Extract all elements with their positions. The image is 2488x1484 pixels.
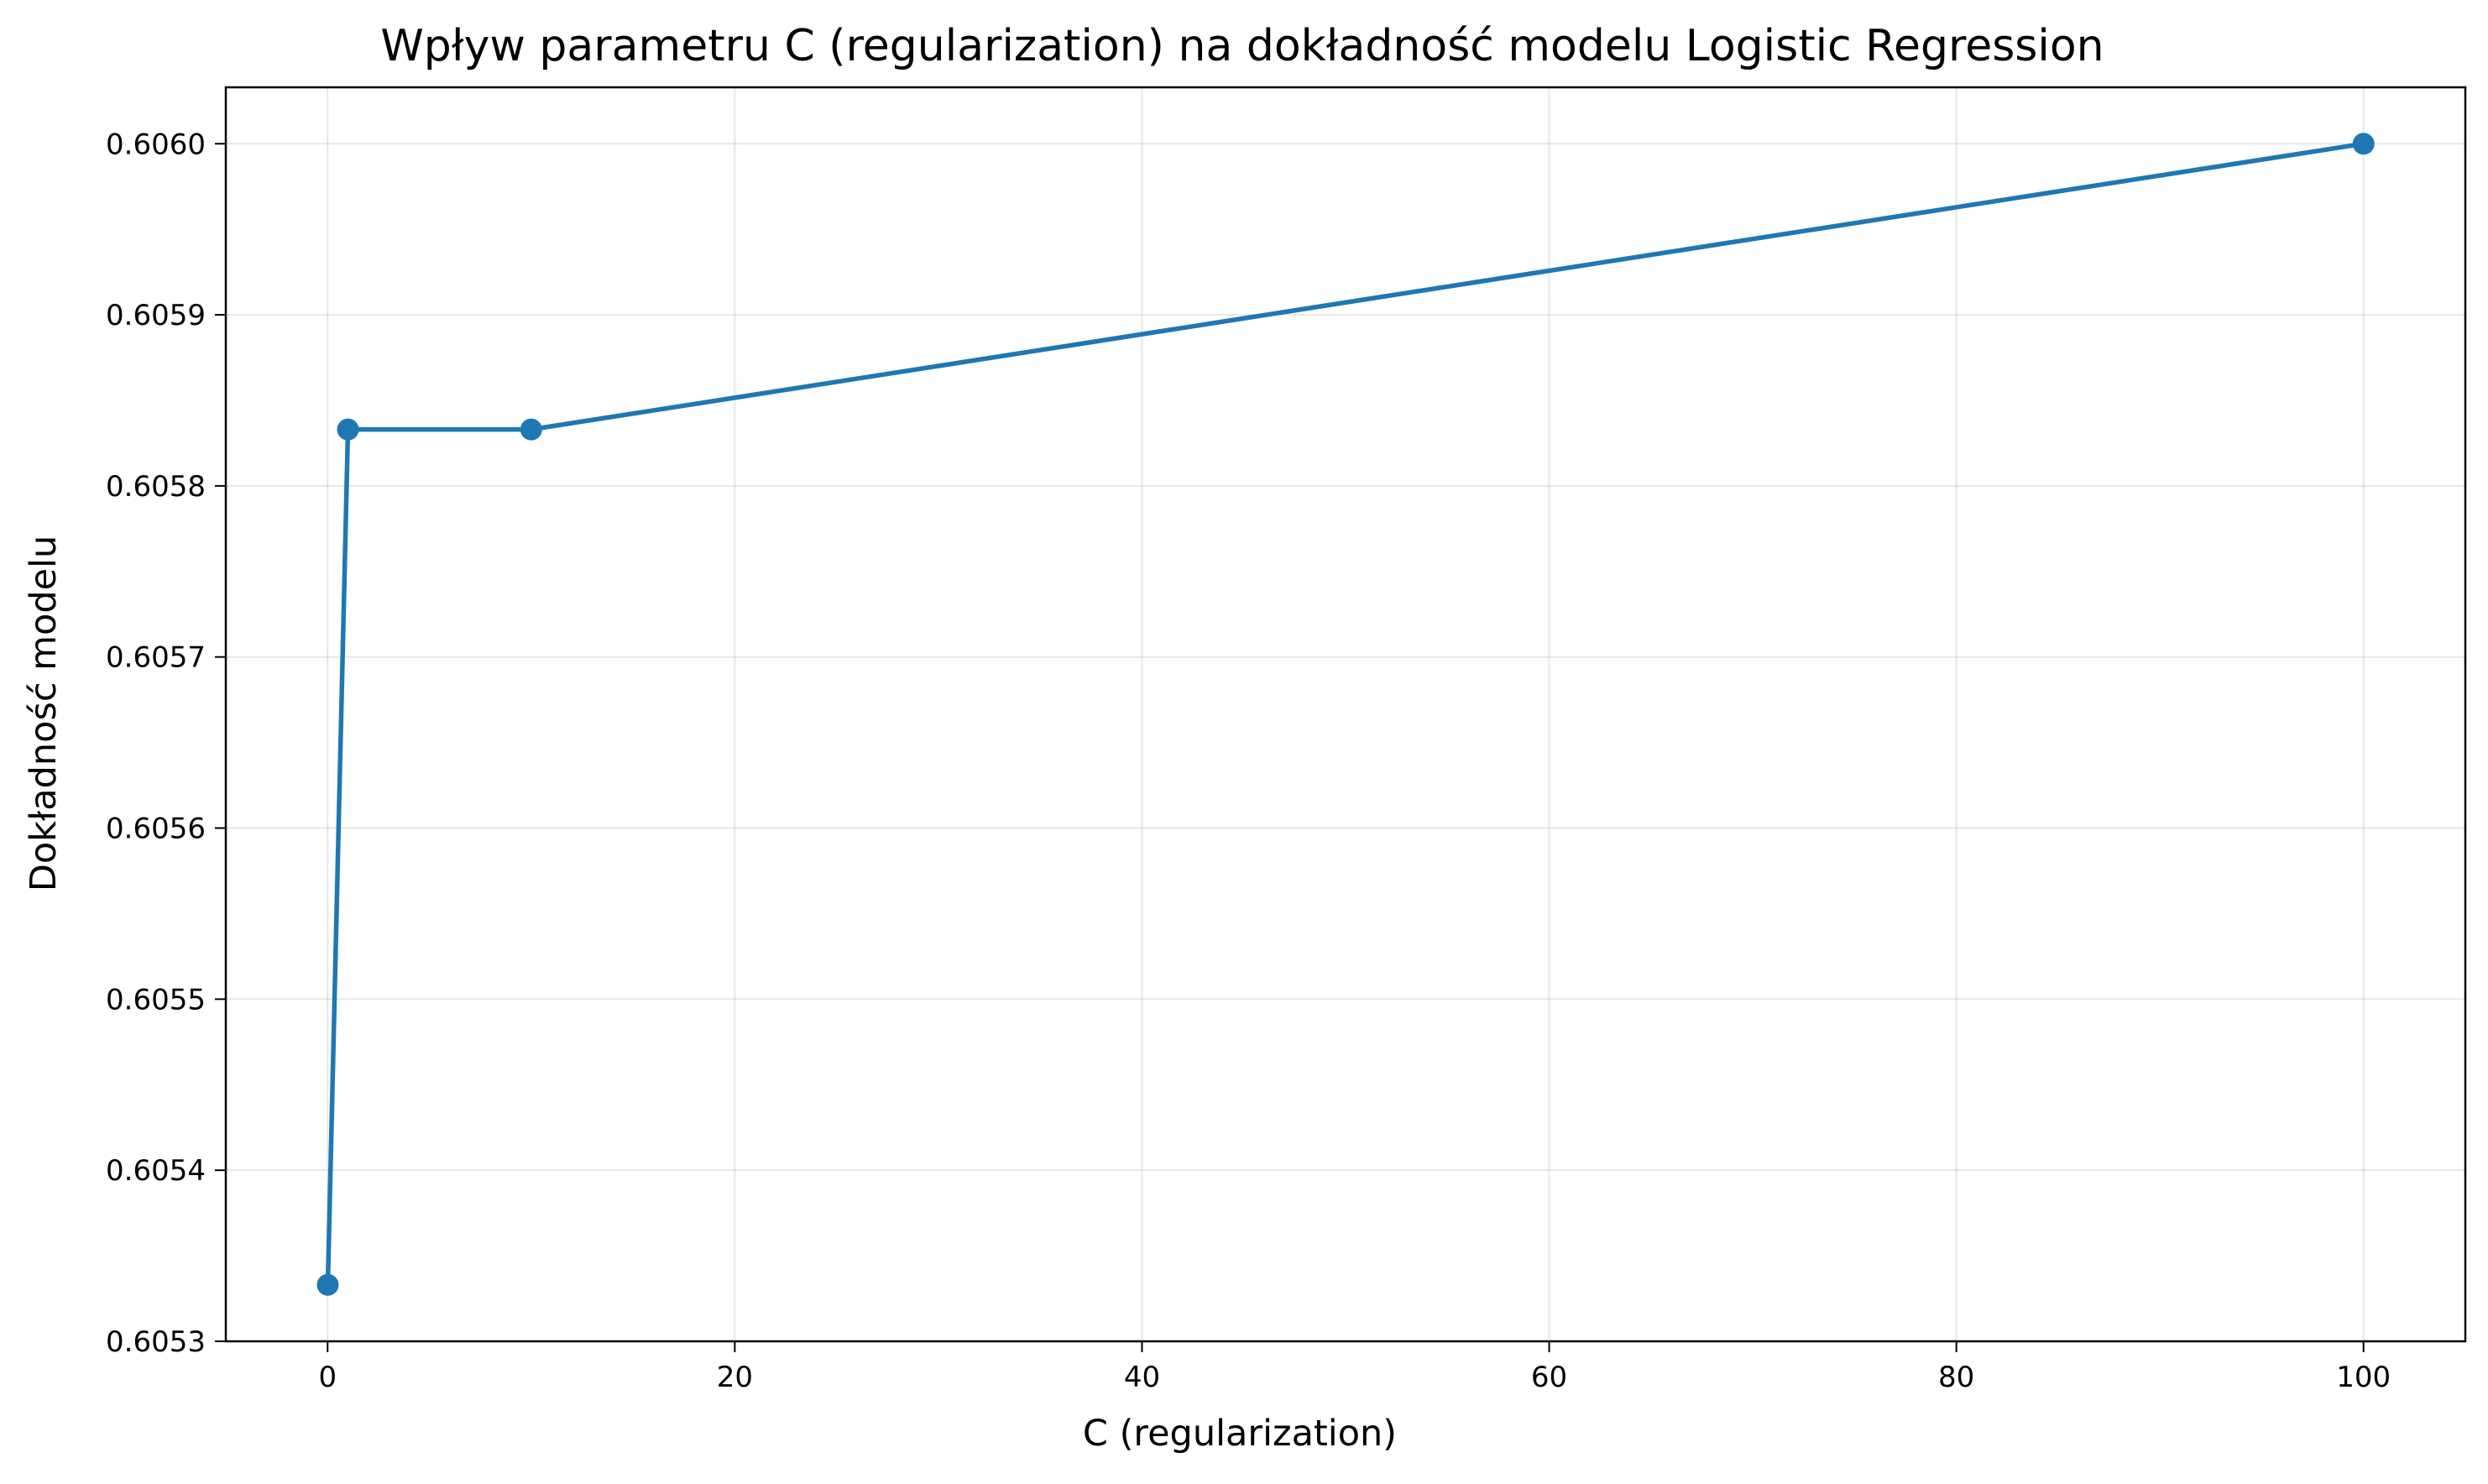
plot-frame — [224, 86, 2467, 1343]
x-tick-label: 60 — [1531, 1361, 1567, 1394]
x-tick-label: 40 — [1124, 1361, 1160, 1394]
data-point — [2352, 133, 2375, 155]
chart-title: Wpływ parametru C (regularization) na do… — [380, 21, 2104, 71]
y-tick-label: 0.6055 — [106, 983, 206, 1016]
x-axis-label: C (regularization) — [1083, 1413, 1397, 1455]
y-tick-label: 0.6054 — [106, 1154, 206, 1188]
y-tick-label: 0.6058 — [106, 470, 206, 504]
y-tick-label: 0.6053 — [106, 1325, 206, 1359]
y-tick-label: 0.6059 — [106, 299, 206, 332]
series — [316, 133, 2375, 1296]
x-tick-label: 80 — [1938, 1361, 1974, 1394]
data-point — [337, 418, 359, 441]
x-tick-label: 0 — [318, 1361, 337, 1394]
x-tick-label: 20 — [717, 1361, 753, 1394]
y-tick-label: 0.6056 — [106, 813, 206, 846]
data-point — [316, 1273, 339, 1296]
y-tick-label: 0.6057 — [106, 641, 206, 675]
axis-ticks: 0 20 40 60 80 100 0.6053 0.6054 0.6055 0.6056 0.60… — [106, 128, 2391, 1394]
data-point — [520, 418, 542, 441]
y-tick-label: 0.6060 — [106, 128, 206, 161]
y-axis-label: Dokładność modelu — [23, 536, 65, 892]
grid — [226, 87, 2465, 1342]
x-tick-label: 100 — [2336, 1361, 2391, 1394]
series-line — [325, 141, 2366, 1288]
